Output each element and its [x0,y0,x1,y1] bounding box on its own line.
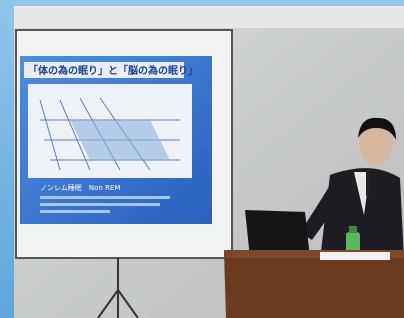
slide-text-line [40,203,160,206]
bottle-cap [349,226,357,233]
slide-title: 「体の為の眠り」と「脳の為の眠り」 [28,64,198,77]
papers [320,252,390,260]
podium [224,252,404,318]
slide-text-line [40,210,110,213]
ceiling [14,6,404,28]
slide-subheading: ノンレム睡眠 Non REM [40,184,120,192]
page: {"slide": {"title": "「体の為の眠り」と「脳の為の眠り」",… [0,0,404,318]
microphone [366,170,370,196]
photo: 「体の為の眠り」と「脳の為の眠り」 ノンレム睡眠 Non REM [0,0,404,318]
slide-text-line [40,196,170,199]
